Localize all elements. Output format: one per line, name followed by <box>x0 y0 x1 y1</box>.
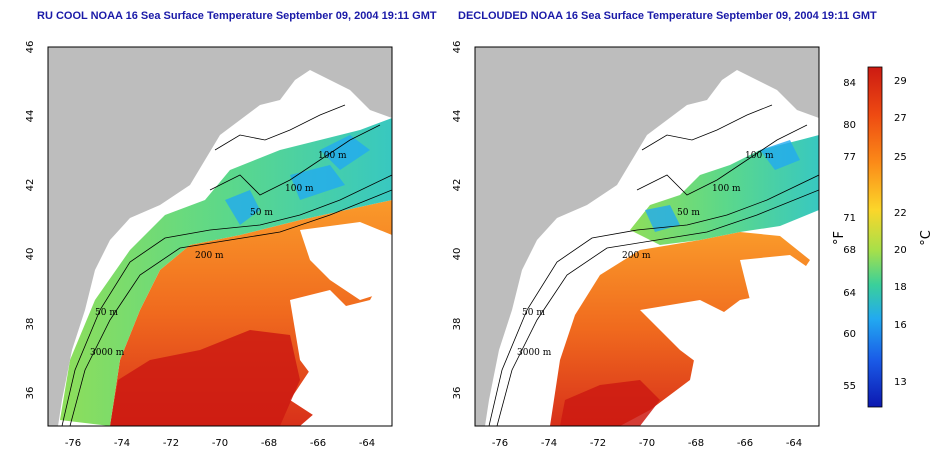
cold-water-patch <box>645 140 800 232</box>
fahrenheit-tick: 77 <box>843 152 856 163</box>
x-tick-label: -76 <box>492 438 508 449</box>
x-tick-label: -68 <box>688 438 704 449</box>
contour-label: 100 m <box>285 184 314 194</box>
x-tick-label: -70 <box>639 438 655 449</box>
contour-label: 100 m <box>745 151 774 161</box>
x-tick-label: -64 <box>786 438 802 449</box>
bathymetry-contour <box>641 104 773 151</box>
contour-label: 200 m <box>195 251 224 261</box>
hot-water-patch <box>560 380 660 426</box>
y-axis: 46 44 42 40 38 36 <box>25 41 36 400</box>
y-tick-label: 46 <box>25 41 36 54</box>
right-sst-map: 100 m 100 m 50 m 200 m 50 m 3000 m -76 -… <box>452 41 820 449</box>
x-tick-label: -70 <box>212 438 228 449</box>
contour-label: 50 m <box>95 308 118 318</box>
celsius-tick: 25 <box>894 152 907 163</box>
bathymetry-contour <box>636 124 808 196</box>
cloud-patch <box>300 222 392 300</box>
hot-water-patch <box>110 330 300 426</box>
y-tick-label: 36 <box>25 387 36 400</box>
y-tick-label: 42 <box>25 179 36 192</box>
x-tick-label: -76 <box>65 438 81 449</box>
contour-label: 50 m <box>522 308 545 318</box>
y-tick-label: 44 <box>452 110 463 123</box>
bathymetry-contour <box>214 104 346 151</box>
y-tick-label: 40 <box>452 248 463 261</box>
temperature-colorbar: 84 80 77 71 68 64 60 55 29 27 25 22 20 1… <box>832 66 934 408</box>
fahrenheit-unit-label: °F <box>832 231 847 245</box>
y-tick-label: 42 <box>452 179 463 192</box>
bathymetry-contour <box>496 189 819 426</box>
celsius-tick: 16 <box>894 320 907 331</box>
map-frame <box>474 46 820 427</box>
celsius-tick: 13 <box>894 377 907 388</box>
fahrenheit-tick: 71 <box>843 213 856 224</box>
fahrenheit-tick: 68 <box>843 245 856 256</box>
fahrenheit-tick: 55 <box>843 381 856 392</box>
contour-label: 200 m <box>622 251 651 261</box>
x-tick-label: -72 <box>590 438 606 449</box>
fahrenheit-tick: 84 <box>843 78 856 89</box>
x-axis: -76 -74 -72 -70 -68 -66 -64 <box>492 438 802 449</box>
x-tick-label: -74 <box>114 438 130 449</box>
bathymetry-contour <box>488 174 819 426</box>
cloud-mask <box>680 380 819 426</box>
x-tick-label: -66 <box>737 438 753 449</box>
y-tick-label: 38 <box>452 318 463 331</box>
y-tick-label: 36 <box>452 387 463 400</box>
x-tick-label: -64 <box>359 438 375 449</box>
bathymetry-contour <box>61 174 392 426</box>
celsius-tick: 27 <box>894 113 907 124</box>
fahrenheit-tick: 64 <box>843 288 856 299</box>
x-tick-label: -74 <box>541 438 557 449</box>
x-tick-label: -68 <box>261 438 277 449</box>
colorbar-gradient <box>867 66 883 408</box>
fahrenheit-tick: 60 <box>843 329 856 340</box>
contour-label: 3000 m <box>517 348 552 358</box>
celsius-tick: 29 <box>894 76 907 87</box>
cloud-mask <box>740 255 819 330</box>
cold-water-patch <box>225 135 370 225</box>
x-tick-label: -72 <box>163 438 179 449</box>
cloud-mask <box>640 300 760 380</box>
map-frame <box>47 46 393 427</box>
x-tick-label: -66 <box>310 438 326 449</box>
left-map-title: RU COOL NOAA 16 Sea Surface Temperature … <box>37 10 437 22</box>
bathymetry-contour <box>69 189 392 426</box>
fahrenheit-tick: 80 <box>843 120 856 131</box>
bathymetry-contour <box>209 124 381 196</box>
x-axis: -76 -74 -72 -70 -68 -66 -64 <box>65 438 375 449</box>
contour-label: 50 m <box>677 208 700 218</box>
celsius-scale: 29 27 25 22 20 18 16 13 <box>894 76 907 388</box>
left-sst-map: 100 m 100 m 50 m 200 m 50 m 3000 m -76 -… <box>25 41 393 449</box>
celsius-unit-label: °C <box>919 230 934 246</box>
celsius-tick: 22 <box>894 208 907 219</box>
contour-label: 50 m <box>250 208 273 218</box>
contour-label: 100 m <box>712 184 741 194</box>
contour-label: 100 m <box>318 151 347 161</box>
fahrenheit-scale: 84 80 77 71 68 64 60 55 <box>843 78 856 392</box>
celsius-tick: 18 <box>894 282 907 293</box>
cloud-patch <box>290 290 392 426</box>
y-axis: 46 44 42 40 38 36 <box>452 41 463 400</box>
land-mass <box>48 47 392 426</box>
y-tick-label: 46 <box>452 41 463 54</box>
y-tick-label: 44 <box>25 110 36 123</box>
contour-label: 3000 m <box>90 348 125 358</box>
y-tick-label: 40 <box>25 248 36 261</box>
right-map-title: DECLOUDED NOAA 16 Sea Surface Temperatur… <box>458 10 877 22</box>
celsius-tick: 20 <box>894 245 907 256</box>
y-tick-label: 38 <box>25 318 36 331</box>
land-mass <box>475 47 819 426</box>
